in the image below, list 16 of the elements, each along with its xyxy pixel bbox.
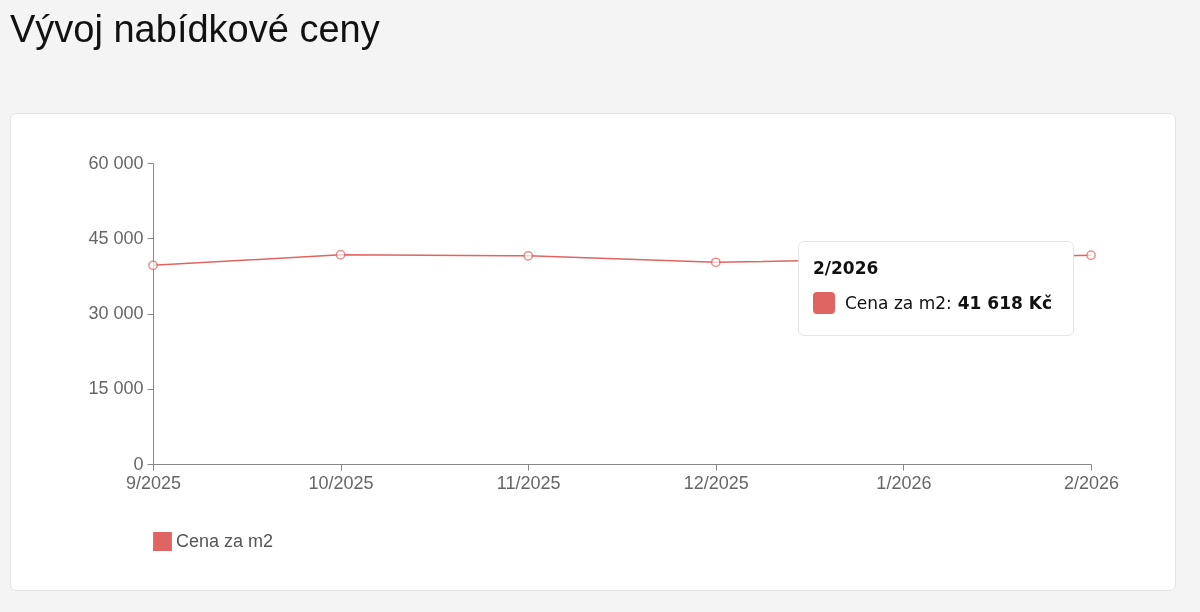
annotation: 41 618 Kč (957, 293, 1053, 313)
x-tick-label: 12/2025 (683, 472, 749, 493)
x-tick-label: 10/2025 (308, 472, 374, 493)
x-tick-label: 11/2025 (496, 472, 561, 493)
chart-title: Vývoj nabídkové ceny (10, 8, 380, 51)
y-tick-label: 15 000 (88, 378, 144, 399)
x-tick-label: 9/2025 (125, 472, 182, 493)
annotation: Cena za m2: (845, 293, 952, 313)
annotation: 2/2026 (813, 258, 880, 278)
y-tick-label: 0 (133, 453, 144, 474)
y-tick-label: 30 000 (88, 303, 144, 323)
x-tick-label: 2/2026 (1063, 472, 1120, 493)
y-tick-label: 60 000 (88, 152, 144, 173)
x-tick-label: 1/2026 (876, 472, 932, 493)
legend-label: Cena za m2 (176, 530, 274, 551)
y-tick-label: 45 000 (88, 227, 144, 248)
